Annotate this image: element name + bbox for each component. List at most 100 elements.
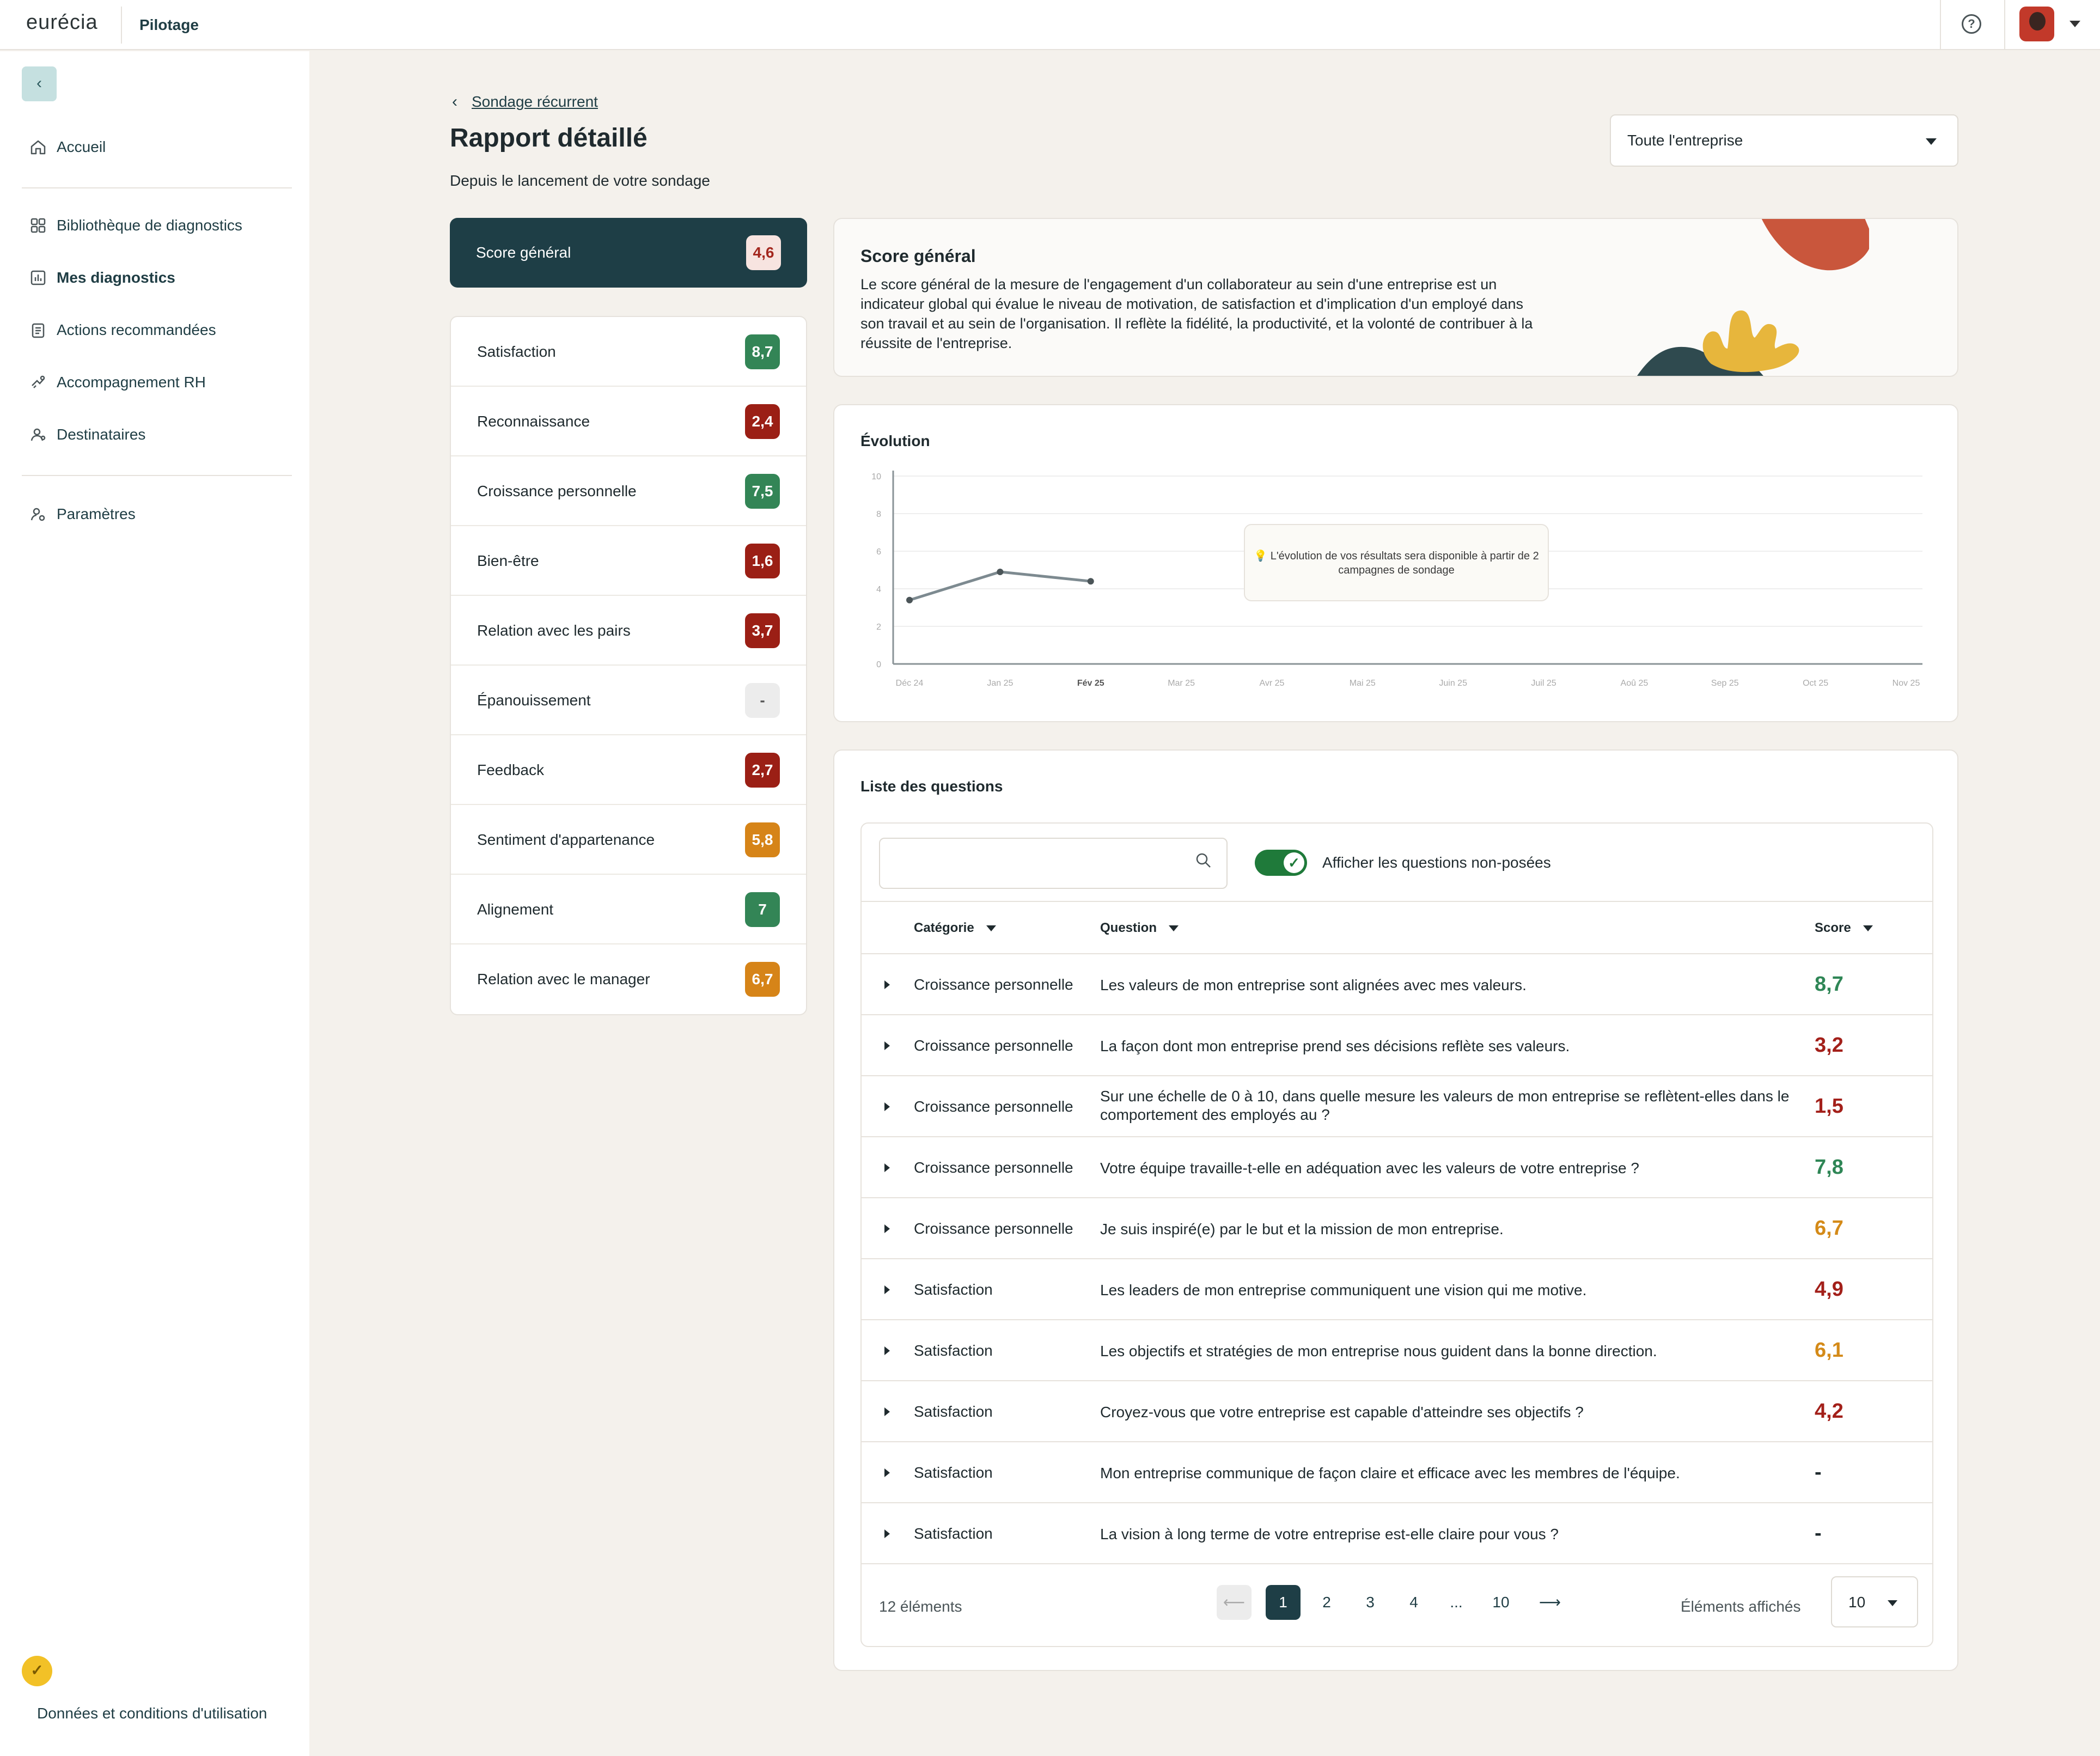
page-ellipsis: ...: [1450, 1594, 1463, 1611]
evolution-chart: 0 2 4 6 8 10 Déc 24 Jan 25 Fév 25 Mar 25 Avr 25 Mai…: [871, 471, 1922, 688]
sidebar-item-actions[interactable]: Actions recommandées: [28, 320, 216, 340]
category-label: Relation avec le manager: [477, 971, 650, 987]
category-label: Épanouissement: [477, 692, 591, 709]
category-item[interactable]: Alignement 7: [451, 875, 806, 944]
overview-title: Score général: [860, 246, 976, 266]
row-category: Satisfaction: [914, 1464, 993, 1481]
sidebar-item-bibliotheque[interactable]: Bibliothèque de diagnostics: [28, 216, 242, 235]
table-row[interactable]: Satisfaction La vision à long terme de v…: [862, 1503, 1932, 1564]
category-item[interactable]: Bien-être 1,6: [451, 526, 806, 596]
score-badge: 7: [745, 892, 780, 927]
expand-icon[interactable]: [884, 1163, 890, 1172]
breadcrumb-link[interactable]: Sondage récurrent: [472, 93, 598, 110]
page-button[interactable]: 1: [1266, 1585, 1301, 1620]
table-row[interactable]: Satisfaction Croyez-vous que votre entre…: [862, 1381, 1932, 1442]
y-tick-label: 10: [871, 472, 881, 481]
page-button[interactable]: 10: [1492, 1594, 1510, 1611]
expand-icon[interactable]: [884, 1285, 890, 1294]
table-row[interactable]: Satisfaction Mon entreprise communique d…: [862, 1442, 1932, 1503]
caret-down-icon: [1169, 925, 1179, 931]
category-item[interactable]: Relation avec le manager 6,7: [451, 944, 806, 1014]
page-button[interactable]: 4: [1409, 1594, 1418, 1611]
help-icon[interactable]: ?: [1962, 14, 1981, 34]
y-tick-label: 8: [876, 510, 881, 519]
sidebar-item-destinataires[interactable]: Destinataires: [28, 425, 145, 444]
avatar[interactable]: [2019, 7, 2054, 41]
search-icon[interactable]: [1195, 852, 1212, 869]
table-row[interactable]: Croissance personnelle Sur une échelle d…: [862, 1076, 1932, 1137]
data-point: [1087, 578, 1094, 585]
scope-select[interactable]: Toute l'entreprise: [1610, 114, 1958, 167]
table-row[interactable]: Croissance personnelle Je suis inspiré(e…: [862, 1198, 1932, 1259]
expand-icon[interactable]: [884, 1407, 890, 1416]
y-tick-label: 2: [876, 623, 881, 632]
row-category: Croissance personnelle: [914, 1037, 1073, 1054]
expand-icon[interactable]: [884, 1529, 890, 1538]
breadcrumb[interactable]: ‹ Sondage récurrent: [452, 93, 598, 111]
sidebar-item-label: Mes diagnostics: [57, 269, 175, 286]
page-button[interactable]: 3: [1366, 1594, 1375, 1611]
row-category: Croissance personnelle: [914, 976, 1073, 993]
table-row[interactable]: Croissance personnelle La façon dont mon…: [862, 1015, 1932, 1076]
column-label: Question: [1100, 920, 1157, 935]
x-tick-label: Juil 25: [1531, 679, 1556, 688]
column-header-score[interactable]: Score: [1815, 920, 1873, 936]
table-row[interactable]: Satisfaction Les objectifs et stratégies…: [862, 1320, 1932, 1381]
column-header-category[interactable]: Catégorie: [914, 920, 996, 936]
expand-icon[interactable]: [884, 1224, 890, 1233]
sidebar-item-parametres[interactable]: Paramètres: [28, 504, 136, 524]
x-tick-label: Juin 25: [1439, 679, 1467, 688]
check-badge-icon: ✓: [22, 1656, 52, 1686]
sidebar-item-accueil[interactable]: Accueil: [28, 137, 106, 157]
category-item[interactable]: Épanouissement -: [451, 666, 806, 735]
y-tick-label: 6: [876, 547, 881, 557]
category-item[interactable]: Relation avec les pairs 3,7: [451, 596, 806, 666]
category-item[interactable]: Feedback 2,7: [451, 735, 806, 805]
category-label: Bien-être: [477, 552, 539, 569]
row-score: 4,9: [1815, 1278, 1843, 1301]
category-item[interactable]: Sentiment d'appartenance 5,8: [451, 805, 806, 875]
expand-icon[interactable]: [884, 980, 890, 989]
row-question: Les leaders de mon entreprise communique…: [1100, 1282, 1587, 1298]
collapse-sidebar-button[interactable]: ‹: [22, 66, 57, 101]
caret-down-icon: [986, 925, 996, 931]
x-tick-label: Aoû 25: [1621, 679, 1649, 688]
page-title: Rapport détaillé: [450, 124, 648, 153]
expand-icon[interactable]: [884, 1102, 890, 1111]
table-row[interactable]: Croissance personnelle Les valeurs de mo…: [862, 954, 1932, 1015]
row-question: Sur une échelle de 0 à 10, dans quelle m…: [1100, 1088, 1790, 1123]
next-page-button[interactable]: ⟶: [1539, 1594, 1561, 1611]
category-item[interactable]: Croissance personnelle 7,5: [451, 456, 806, 526]
column-header-question[interactable]: Question: [1100, 920, 1179, 936]
caret-down-icon: [1888, 1600, 1897, 1606]
score-badge: 2,7: [745, 753, 780, 788]
sidebar-item-accompagnement[interactable]: Accompagnement RH: [28, 373, 206, 392]
chevron-down-icon[interactable]: [2070, 21, 2080, 27]
table-row[interactable]: Croissance personnelle Votre équipe trav…: [862, 1137, 1932, 1198]
eurecia-logo[interactable]: eurécia: [26, 11, 98, 34]
score-general-card[interactable]: Score général 4,6: [450, 218, 807, 288]
score-badge: 1,6: [745, 544, 780, 578]
sidebar-item-mes-diagnostics[interactable]: Mes diagnostics: [28, 268, 175, 288]
category-item[interactable]: Satisfaction 8,7: [451, 317, 806, 387]
data-point: [997, 568, 1004, 575]
page-button[interactable]: 2: [1322, 1594, 1331, 1611]
search-input[interactable]: [879, 838, 1228, 889]
per-page-select[interactable]: 10: [1831, 1576, 1918, 1627]
table-row[interactable]: Satisfaction Les leaders de mon entrepri…: [862, 1259, 1932, 1320]
expand-icon[interactable]: [884, 1346, 890, 1355]
category-label: Feedback: [477, 761, 544, 778]
category-label: Croissance personnelle: [477, 483, 637, 499]
previous-page-button[interactable]: ⟵: [1217, 1585, 1252, 1620]
chevron-left-icon: ‹: [452, 93, 457, 111]
expand-icon[interactable]: [884, 1468, 890, 1477]
row-question: Je suis inspiré(e) par le but et la miss…: [1100, 1221, 1504, 1237]
y-tick-label: 4: [876, 585, 881, 594]
expand-icon[interactable]: [884, 1041, 890, 1050]
terms-link[interactable]: Données et conditions d'utilisation: [37, 1705, 267, 1722]
row-score: -: [1815, 1522, 1822, 1545]
row-question: La façon dont mon entreprise prend ses d…: [1100, 1038, 1570, 1054]
row-category: Croissance personnelle: [914, 1220, 1073, 1237]
category-item[interactable]: Reconnaissance 2,4: [451, 387, 806, 456]
show-unasked-toggle[interactable]: ✓: [1255, 850, 1307, 876]
